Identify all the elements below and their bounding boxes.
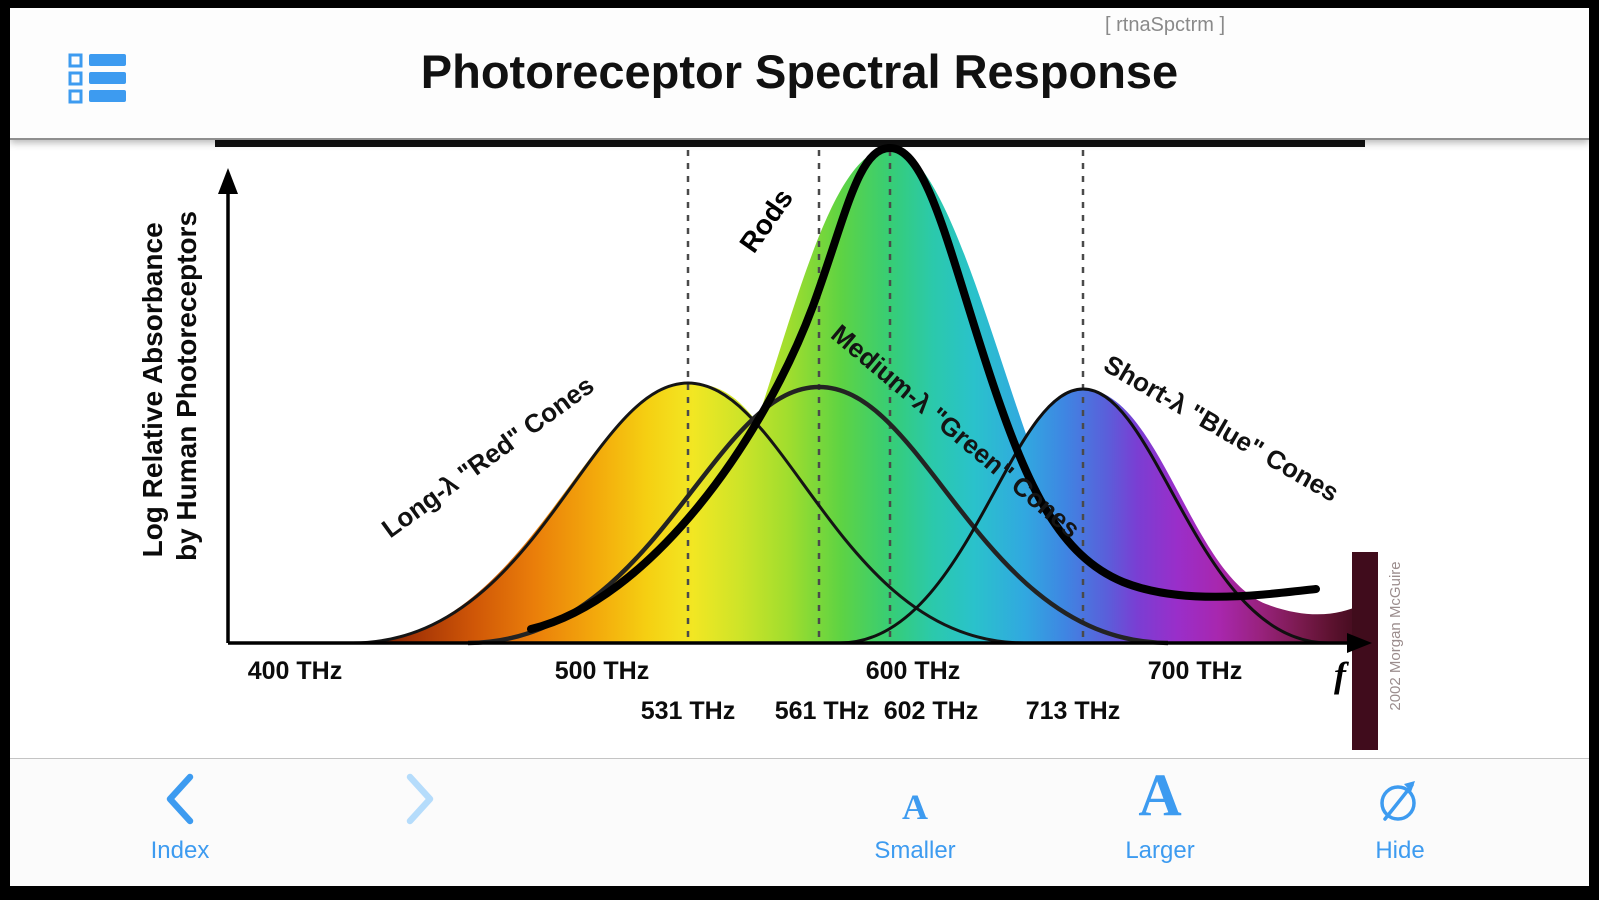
axes [226, 188, 1354, 645]
x-tick-600: 600 THz [866, 657, 960, 685]
peak-label-561: 561 THz [775, 697, 869, 725]
larger-button-label: Larger [1125, 837, 1195, 864]
figure-right-edge [1352, 552, 1378, 750]
x-tick-labels: 400 THz 500 THz 600 THz 700 THz [248, 657, 1242, 685]
chart-area: Long-λ "Red" Cones Medium-λ "Green" Cone… [10, 138, 1589, 758]
smaller-text-button[interactable]: A Smaller [830, 759, 1000, 865]
hide-button[interactable]: Hide [1315, 759, 1485, 865]
spectral-area [355, 148, 1360, 643]
hide-circle-slash-icon [1380, 781, 1416, 821]
app-frame: [ rtnaSpctrm ] Photoreceptor Spectral Re… [10, 8, 1589, 886]
peak-marker-lines [686, 150, 1085, 641]
green-cones-curve [467, 384, 1169, 646]
chevron-right-icon [406, 773, 434, 825]
x-axis-label: f [1334, 655, 1349, 695]
y-axis-label-line1: Log Relative Absorbance [137, 222, 168, 557]
bottom-toolbar: Index A Smaller A Larger [10, 758, 1589, 886]
larger-text-button[interactable]: A Larger [1075, 759, 1245, 865]
x-axis-arrow-icon [1347, 633, 1372, 653]
peak-labels: 531 THz 561 THz 602 THz 713 THz [641, 697, 1120, 725]
x-tick-700: 700 THz [1148, 657, 1242, 685]
figure-top-edge [215, 140, 1365, 147]
header: [ rtnaSpctrm ] Photoreceptor Spectral Re… [10, 8, 1589, 140]
x-tick-400: 400 THz [248, 657, 342, 685]
app-tag: [ rtnaSpctrm ] [1104, 14, 1226, 36]
list-menu-icon [68, 53, 126, 104]
y-axis-label: Log Relative Absorbance by Human Photore… [137, 211, 202, 561]
index-button-label: Index [150, 837, 210, 864]
letter-a-large-icon: A [1138, 762, 1182, 828]
y-axis-arrow-icon [218, 168, 238, 194]
index-button[interactable]: Index [110, 759, 250, 865]
chevron-left-icon [166, 773, 194, 825]
red-cones-curve [352, 381, 1025, 645]
x-tick-500: 500 THz [555, 657, 649, 685]
peak-label-531: 531 THz [641, 697, 735, 725]
peak-label-602: 602 THz [884, 697, 978, 725]
letter-a-small-icon: A [902, 787, 928, 827]
forward-button[interactable] [350, 759, 490, 837]
y-axis-label-line2: by Human Photoreceptors [171, 211, 202, 561]
curve-label-rods: Rods [733, 183, 799, 258]
rods-curve [527, 143, 1320, 633]
hide-button-label: Hide [1375, 837, 1425, 864]
blue-cones-curve [839, 387, 1329, 645]
spectral-response-chart: Long-λ "Red" Cones Medium-λ "Green" Cone… [137, 140, 1404, 750]
smaller-button-label: Smaller [874, 837, 956, 864]
index-menu-button[interactable] [68, 52, 128, 104]
page-title: Photoreceptor Spectral Response [420, 45, 1179, 98]
peak-label-713: 713 THz [1026, 697, 1120, 725]
figure-credit: 2002 Morgan McGuire [1387, 561, 1404, 710]
